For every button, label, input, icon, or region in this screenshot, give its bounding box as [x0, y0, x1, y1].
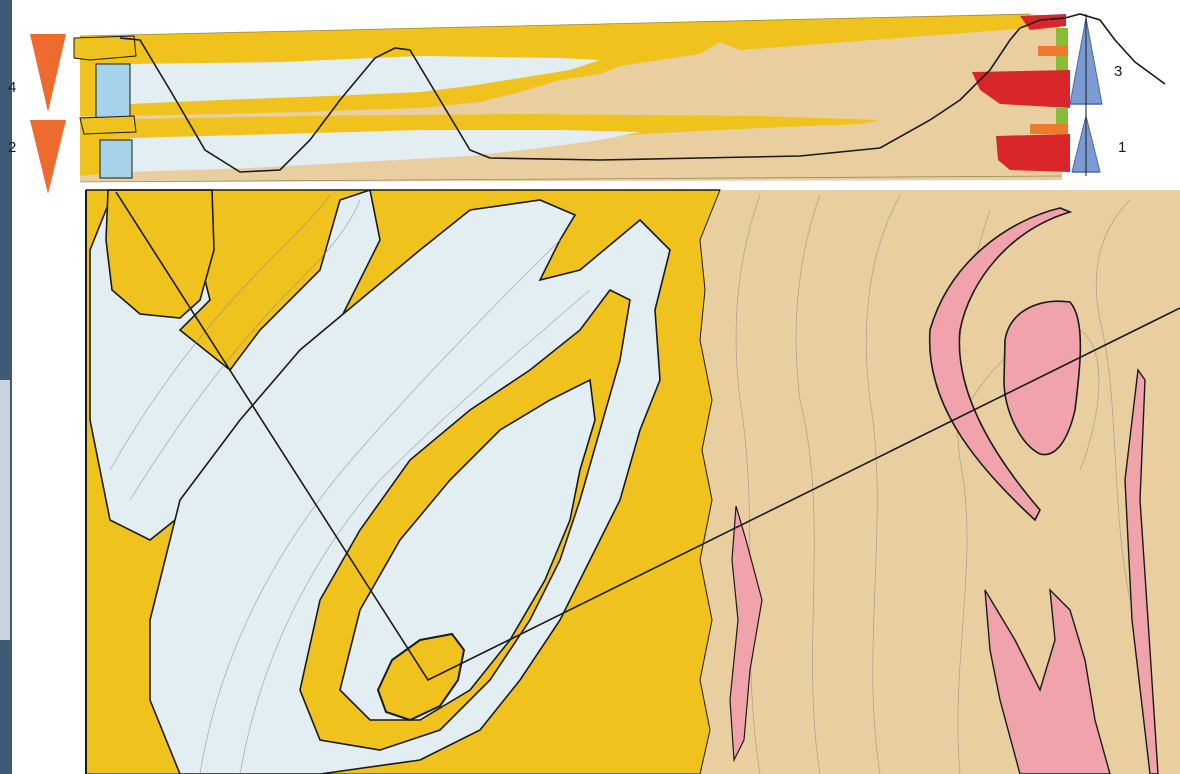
contour-line [109, 194, 331, 471]
section-trace-line [115, 191, 1180, 682]
right-unit-orange-2 [1030, 124, 1068, 134]
column-mid-cap [79, 115, 137, 135]
map-pink-oval [1003, 300, 1082, 456]
contour-line [239, 289, 591, 774]
label-3: 3 [1114, 63, 1122, 80]
column-unit-lower-sky [99, 139, 133, 179]
map-yellow-core [376, 632, 466, 722]
contour-line [865, 194, 901, 774]
cross-section-outline [79, 13, 1063, 183]
right-unit-red-mid [972, 70, 1070, 108]
down-arrow-icon [30, 34, 66, 112]
map-pink-right-sliver [1124, 368, 1159, 774]
cross-section-blue-lower [130, 130, 640, 172]
map-yellow-top-left [105, 189, 215, 319]
contour-line [1095, 199, 1131, 601]
map-blue-core [339, 378, 596, 721]
map-pink-crescent [928, 207, 1073, 522]
column-unit-upper-sky [95, 63, 131, 123]
left-edge-strip-light [0, 380, 10, 640]
contour-line [199, 239, 561, 774]
cross-section-blue-upper [130, 56, 600, 104]
label-1: 1 [1118, 139, 1126, 156]
right-unit-red-bottom [996, 134, 1070, 172]
right-column [972, 14, 1070, 172]
cross-section [73, 13, 1166, 183]
right-unit-green-2 [1056, 56, 1068, 72]
down-arrow-icon [30, 120, 66, 194]
contour-line [795, 194, 821, 774]
contour-line [129, 199, 361, 501]
column-top-cap [73, 35, 137, 61]
map-view [85, 188, 1180, 774]
contour-line [735, 194, 761, 774]
topographic-profile [119, 13, 1166, 173]
map-pink-left-sliver [729, 505, 763, 763]
right-unit-red-top [1020, 14, 1066, 30]
label-2: 2 [8, 139, 16, 156]
map-pink-lower-branch [984, 588, 1111, 774]
right-unit-green-3 [1056, 108, 1068, 124]
right-unit-orange-1 [1038, 46, 1068, 56]
direction-markers [30, 14, 1103, 194]
right-unit-green-1 [1056, 28, 1068, 46]
label-4: 4 [8, 79, 16, 96]
